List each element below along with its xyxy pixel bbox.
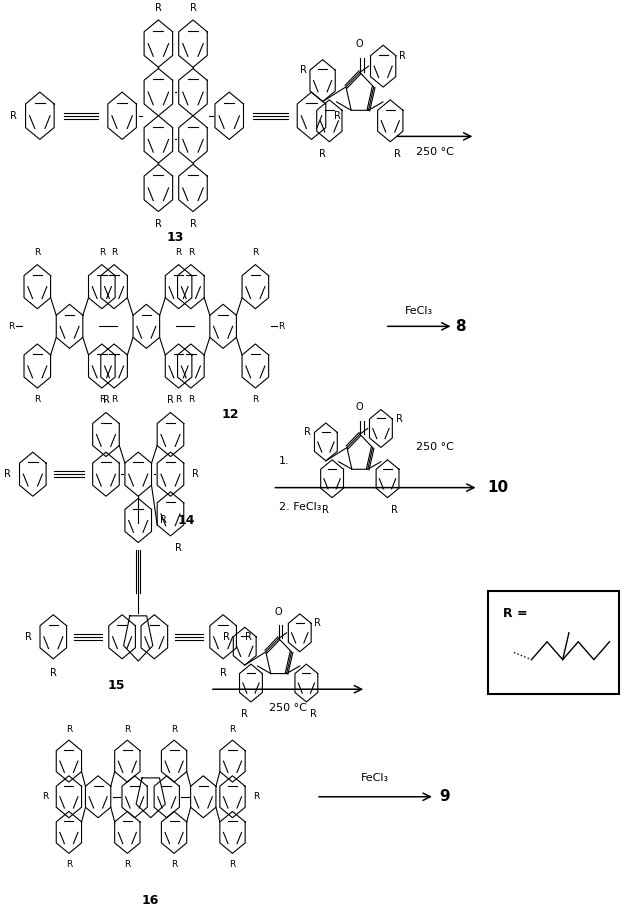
Text: R: R xyxy=(98,248,105,257)
Text: R: R xyxy=(314,618,321,628)
Text: FeCl₃: FeCl₃ xyxy=(405,306,433,316)
Text: 250 °C: 250 °C xyxy=(416,442,454,452)
Text: R: R xyxy=(241,709,248,719)
Text: R: R xyxy=(34,248,40,257)
Text: R: R xyxy=(98,395,105,404)
Text: R: R xyxy=(192,469,199,479)
Text: 13: 13 xyxy=(167,231,184,245)
Text: R: R xyxy=(252,395,259,404)
Text: R: R xyxy=(391,505,398,515)
Text: 14: 14 xyxy=(178,514,196,527)
Text: R: R xyxy=(310,709,316,719)
Text: R: R xyxy=(396,414,403,424)
Text: R: R xyxy=(334,110,341,121)
Text: R: R xyxy=(319,149,326,159)
Text: R: R xyxy=(102,395,109,405)
Text: R: R xyxy=(175,395,182,404)
Text: R: R xyxy=(230,725,235,734)
Text: R: R xyxy=(111,395,117,404)
Text: 15: 15 xyxy=(107,678,124,691)
Text: 9: 9 xyxy=(439,789,449,804)
Text: R: R xyxy=(124,725,131,734)
Text: R: R xyxy=(124,860,131,868)
Text: R: R xyxy=(42,792,48,802)
Text: R: R xyxy=(304,427,311,437)
Text: O: O xyxy=(356,39,363,49)
Text: R: R xyxy=(223,632,230,642)
Text: R: R xyxy=(160,516,167,526)
Text: O: O xyxy=(356,403,363,412)
Text: R: R xyxy=(171,860,177,868)
Text: R: R xyxy=(155,3,162,13)
Text: R: R xyxy=(8,322,15,331)
Text: R: R xyxy=(300,65,307,75)
Text: R: R xyxy=(34,395,40,404)
Text: 12: 12 xyxy=(222,408,240,421)
Text: O: O xyxy=(275,606,283,616)
Text: R: R xyxy=(188,395,194,404)
Text: R: R xyxy=(399,51,406,60)
Text: R: R xyxy=(253,792,259,802)
Text: R: R xyxy=(167,395,174,405)
Text: R: R xyxy=(66,725,72,734)
Text: R: R xyxy=(220,667,227,677)
Text: 8: 8 xyxy=(456,319,466,334)
Text: R: R xyxy=(155,219,162,229)
Text: FeCl₃: FeCl₃ xyxy=(362,773,389,783)
Text: R: R xyxy=(189,3,196,13)
Text: R: R xyxy=(175,248,182,257)
Text: 10: 10 xyxy=(488,480,509,495)
Text: 250 °C: 250 °C xyxy=(416,147,454,157)
Text: R =: R = xyxy=(504,607,528,620)
Bar xyxy=(488,591,619,694)
Text: R: R xyxy=(322,505,329,515)
Text: R: R xyxy=(278,322,285,331)
Text: R: R xyxy=(175,543,182,553)
Text: R: R xyxy=(25,632,32,642)
Text: 2. FeCl₃: 2. FeCl₃ xyxy=(279,502,321,512)
Text: R: R xyxy=(50,667,57,677)
Text: R: R xyxy=(4,469,11,479)
Text: 1.: 1. xyxy=(279,456,289,466)
Text: R: R xyxy=(245,632,252,642)
Text: 16: 16 xyxy=(142,894,160,907)
Text: R: R xyxy=(252,248,259,257)
Text: R: R xyxy=(171,725,177,734)
Text: R: R xyxy=(189,219,196,229)
Text: 250 °C: 250 °C xyxy=(269,703,307,713)
Text: R: R xyxy=(111,248,117,257)
Text: R: R xyxy=(66,860,72,868)
Text: R: R xyxy=(188,248,194,257)
Text: R: R xyxy=(230,860,235,868)
Text: R: R xyxy=(10,110,17,121)
Text: R: R xyxy=(394,149,401,159)
